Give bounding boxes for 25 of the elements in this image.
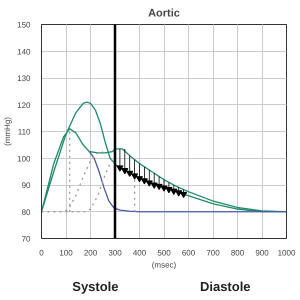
y-tick-label: 130 [17,74,32,83]
x-tick-label: 800 [230,248,245,258]
x-axis-title: (msec) [152,260,177,270]
y-tick-label: 150 [17,20,32,30]
x-tick-label: 1000 [278,248,296,258]
chart-title: Aortic [148,8,180,20]
x-tick-label: 200 [84,248,98,258]
y-tick-label: 110 [18,128,32,136]
y-tick-label: 100 [17,154,32,164]
x-tick-label: 900 [255,248,270,258]
y-tick-label: 90 [22,181,32,190]
x-tick-label: 100 [59,248,74,258]
x-tick-label: 400 [132,248,147,258]
y-tick-label: 140 [17,47,32,56]
y-axis-title: (mmHg) [3,116,12,146]
y-tick-label: 120 [17,100,32,110]
x-tick-label: 700 [206,248,220,258]
text: Systole [72,279,119,294]
text: Diastole [200,279,251,294]
x-tick-label: 0 [39,248,44,258]
x-tick-label: 600 [182,248,196,258]
y-tick-label: 70 [22,234,32,244]
y-tick-label: 80 [22,208,32,217]
x-tick-label: 300 [108,248,122,258]
x-tick-label: 500 [157,248,172,258]
